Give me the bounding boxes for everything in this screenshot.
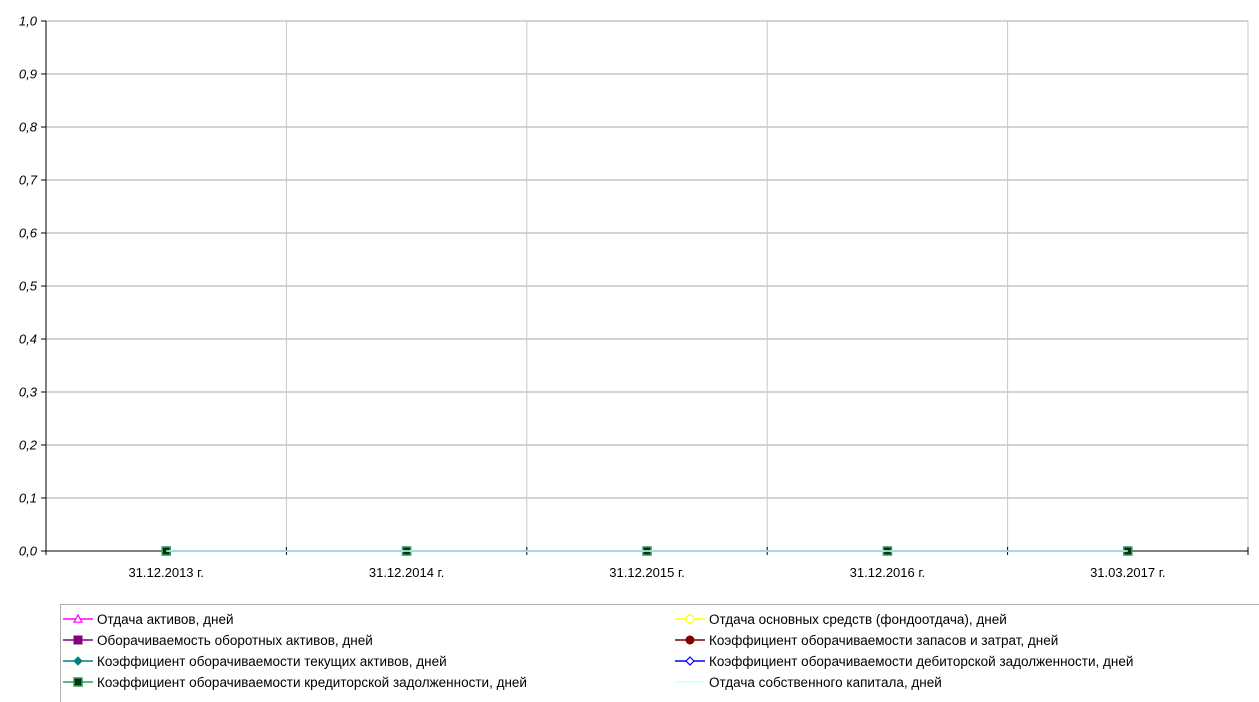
legend-symbol — [685, 656, 695, 666]
legend-marker-icon — [63, 635, 93, 645]
legend-label: Оборачиваемость оборотных активов, дней — [97, 632, 373, 648]
legend-label: Отдача собственного капитала, дней — [709, 674, 942, 690]
y-tick-label: 0,9 — [19, 67, 37, 82]
legend-item: Коэффициент оборачиваемости дебиторской … — [673, 651, 1133, 671]
legend-item: Отдача активов, дней — [61, 609, 234, 629]
chart-plot-svg: 0,0 0,1 0,2 0,3 0,4 0,5 0,6 0,7 0,8 0,9 1,0 31.12.2… — [19, 14, 1249, 580]
legend-item: Коэффициент оборачиваемости текущих акти… — [61, 651, 447, 671]
legend-item: Коэффициент оборачиваемости кредиторской… — [61, 672, 527, 692]
legend-marker-icon — [675, 656, 705, 666]
legend-item: Оборачиваемость оборотных активов, дней — [61, 630, 373, 650]
x-tick-label: 31.03.2017 г. — [1090, 565, 1165, 580]
legend-item: Коэффициент оборачиваемости запасов и за… — [673, 630, 1058, 650]
legend-item: Отдача основных средств (фондоотдача), д… — [673, 609, 1007, 629]
x-tick-label: 31.12.2014 г. — [369, 565, 444, 580]
legend-marker-icon — [63, 677, 93, 687]
legend-label: Коэффициент оборачиваемости запасов и за… — [709, 632, 1059, 648]
y-tick-label: 0,4 — [19, 332, 37, 347]
legend-marker-icon — [675, 681, 705, 683]
y-tick-label: 0,6 — [19, 226, 38, 241]
legend-symbol — [73, 656, 83, 666]
legend-symbol — [685, 614, 695, 624]
legend-marker-icon — [675, 614, 705, 624]
legend-marker-icon — [675, 635, 705, 645]
legend-label: Коэффициент оборачиваемости кредиторской… — [97, 674, 527, 690]
legend-label: Отдача активов, дней — [97, 611, 234, 627]
y-tick-label: 1,0 — [19, 14, 38, 29]
legend-symbol — [73, 635, 83, 645]
y-tick-label: 0,7 — [19, 173, 38, 188]
y-tick-label: 0,2 — [19, 438, 38, 453]
legend-item: Отдача собственного капитала, дней — [673, 672, 942, 692]
y-tick-label: 0,3 — [19, 385, 38, 400]
legend-symbol — [72, 613, 84, 623]
legend-marker-icon — [63, 656, 93, 666]
legend-label: Коэффициент оборачиваемости дебиторской … — [709, 653, 1134, 669]
legend-symbol — [73, 677, 83, 687]
x-tick-label: 31.12.2016 г. — [850, 565, 925, 580]
y-tick-label: 0,0 — [19, 544, 38, 559]
legend-label: Коэффициент оборачиваемости текущих акти… — [97, 653, 447, 669]
legend-marker-icon — [63, 613, 93, 623]
legend-label: Отдача основных средств (фондоотдача), д… — [709, 611, 1007, 627]
y-tick-label: 0,8 — [19, 120, 38, 135]
x-tick-label: 31.12.2015 г. — [609, 565, 684, 580]
y-tick-label: 0,1 — [19, 491, 37, 506]
legend: Отдача активов, дней Отдача основных сред… — [60, 604, 1259, 702]
x-tick-label: 31.12.2013 г. — [128, 565, 203, 580]
y-tick-label: 0,5 — [19, 279, 38, 294]
legend-symbol — [685, 635, 695, 645]
